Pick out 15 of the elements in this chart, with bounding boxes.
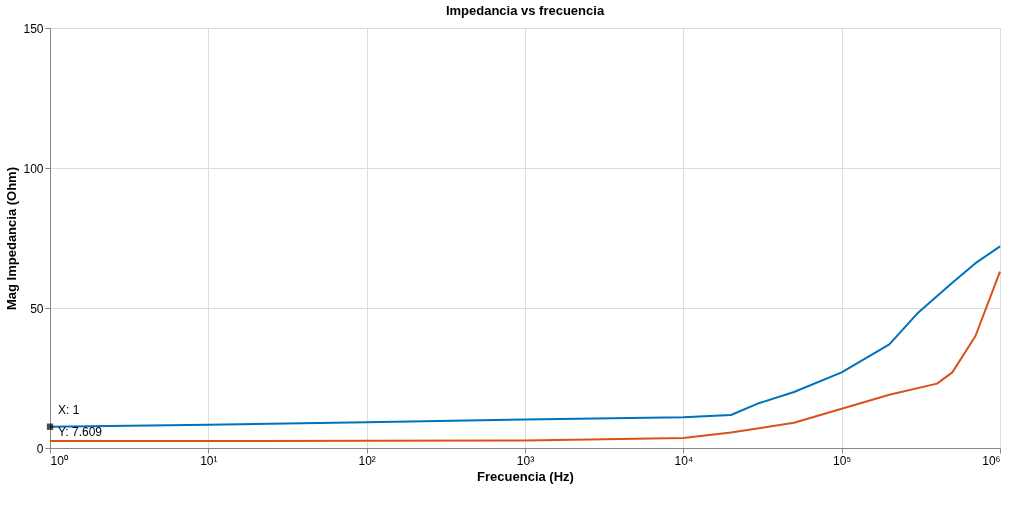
x-tick-label: 10²: [358, 453, 376, 468]
x-tick-label: 10⁰: [50, 453, 68, 468]
y-tick-label: 150: [23, 21, 44, 36]
chart-title: Impedancia vs frecuencia: [445, 3, 605, 18]
y-tick-label: 100: [23, 161, 44, 176]
x-tick-label: 10⁵: [833, 453, 852, 468]
x-tick-label: 10³: [516, 453, 535, 468]
x-tick-label: 10¹: [200, 453, 218, 468]
x-tick-label: 10⁴: [674, 453, 694, 468]
annotation: X: 1 Y: 7.609: [58, 402, 103, 439]
x-axis-title: Frecuencia (Hz): [477, 468, 574, 484]
y-tick-label: 50: [30, 301, 44, 316]
x-tick-label: 10⁶: [982, 453, 1001, 468]
y-axis-title: Mag Impedancia (Ohm): [4, 166, 20, 311]
y-tick-label: 0: [36, 441, 44, 456]
